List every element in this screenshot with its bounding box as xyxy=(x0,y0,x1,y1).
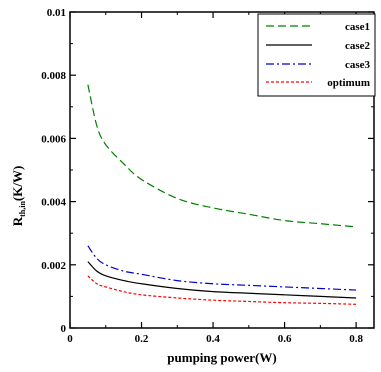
series-line-case2 xyxy=(87,261,357,299)
x-tick-label: 0.8 xyxy=(349,333,363,345)
legend-label-case3: case3 xyxy=(345,59,371,71)
series-group xyxy=(87,84,357,305)
series-line-case3 xyxy=(87,245,357,291)
legend-label-case2: case2 xyxy=(345,40,371,52)
y-tick-label: 0.008 xyxy=(41,70,66,82)
y-tick-label: 0 xyxy=(61,323,67,335)
legend: case1 case2 case3 optimum xyxy=(257,13,376,97)
y-axis-label-sub: th,in xyxy=(18,201,27,217)
x-tick-label: 0.6 xyxy=(278,333,292,345)
y-tick-label: 0.006 xyxy=(41,133,66,145)
series-line-optimum xyxy=(87,275,357,305)
y-axis-label-unit: (K/W) xyxy=(10,166,25,201)
x-tick-label: 0 xyxy=(67,333,73,345)
legend-label-optimum: optimum xyxy=(327,77,370,89)
y-axis-label: Rth,in(K/W) xyxy=(10,166,27,227)
x-tick-label: 0.2 xyxy=(135,333,149,345)
y-tick-label: 0.01 xyxy=(47,7,66,19)
legend-label-case1: case1 xyxy=(345,21,370,33)
series-line-case1 xyxy=(87,84,357,228)
y-tick-label: 0.004 xyxy=(41,197,66,209)
x-axis-label: pumping power(W) xyxy=(167,350,276,365)
y-axis-label-main: R xyxy=(10,216,25,226)
x-tick-label: 0.4 xyxy=(206,333,220,345)
y-tick-label: 0.002 xyxy=(41,260,66,272)
